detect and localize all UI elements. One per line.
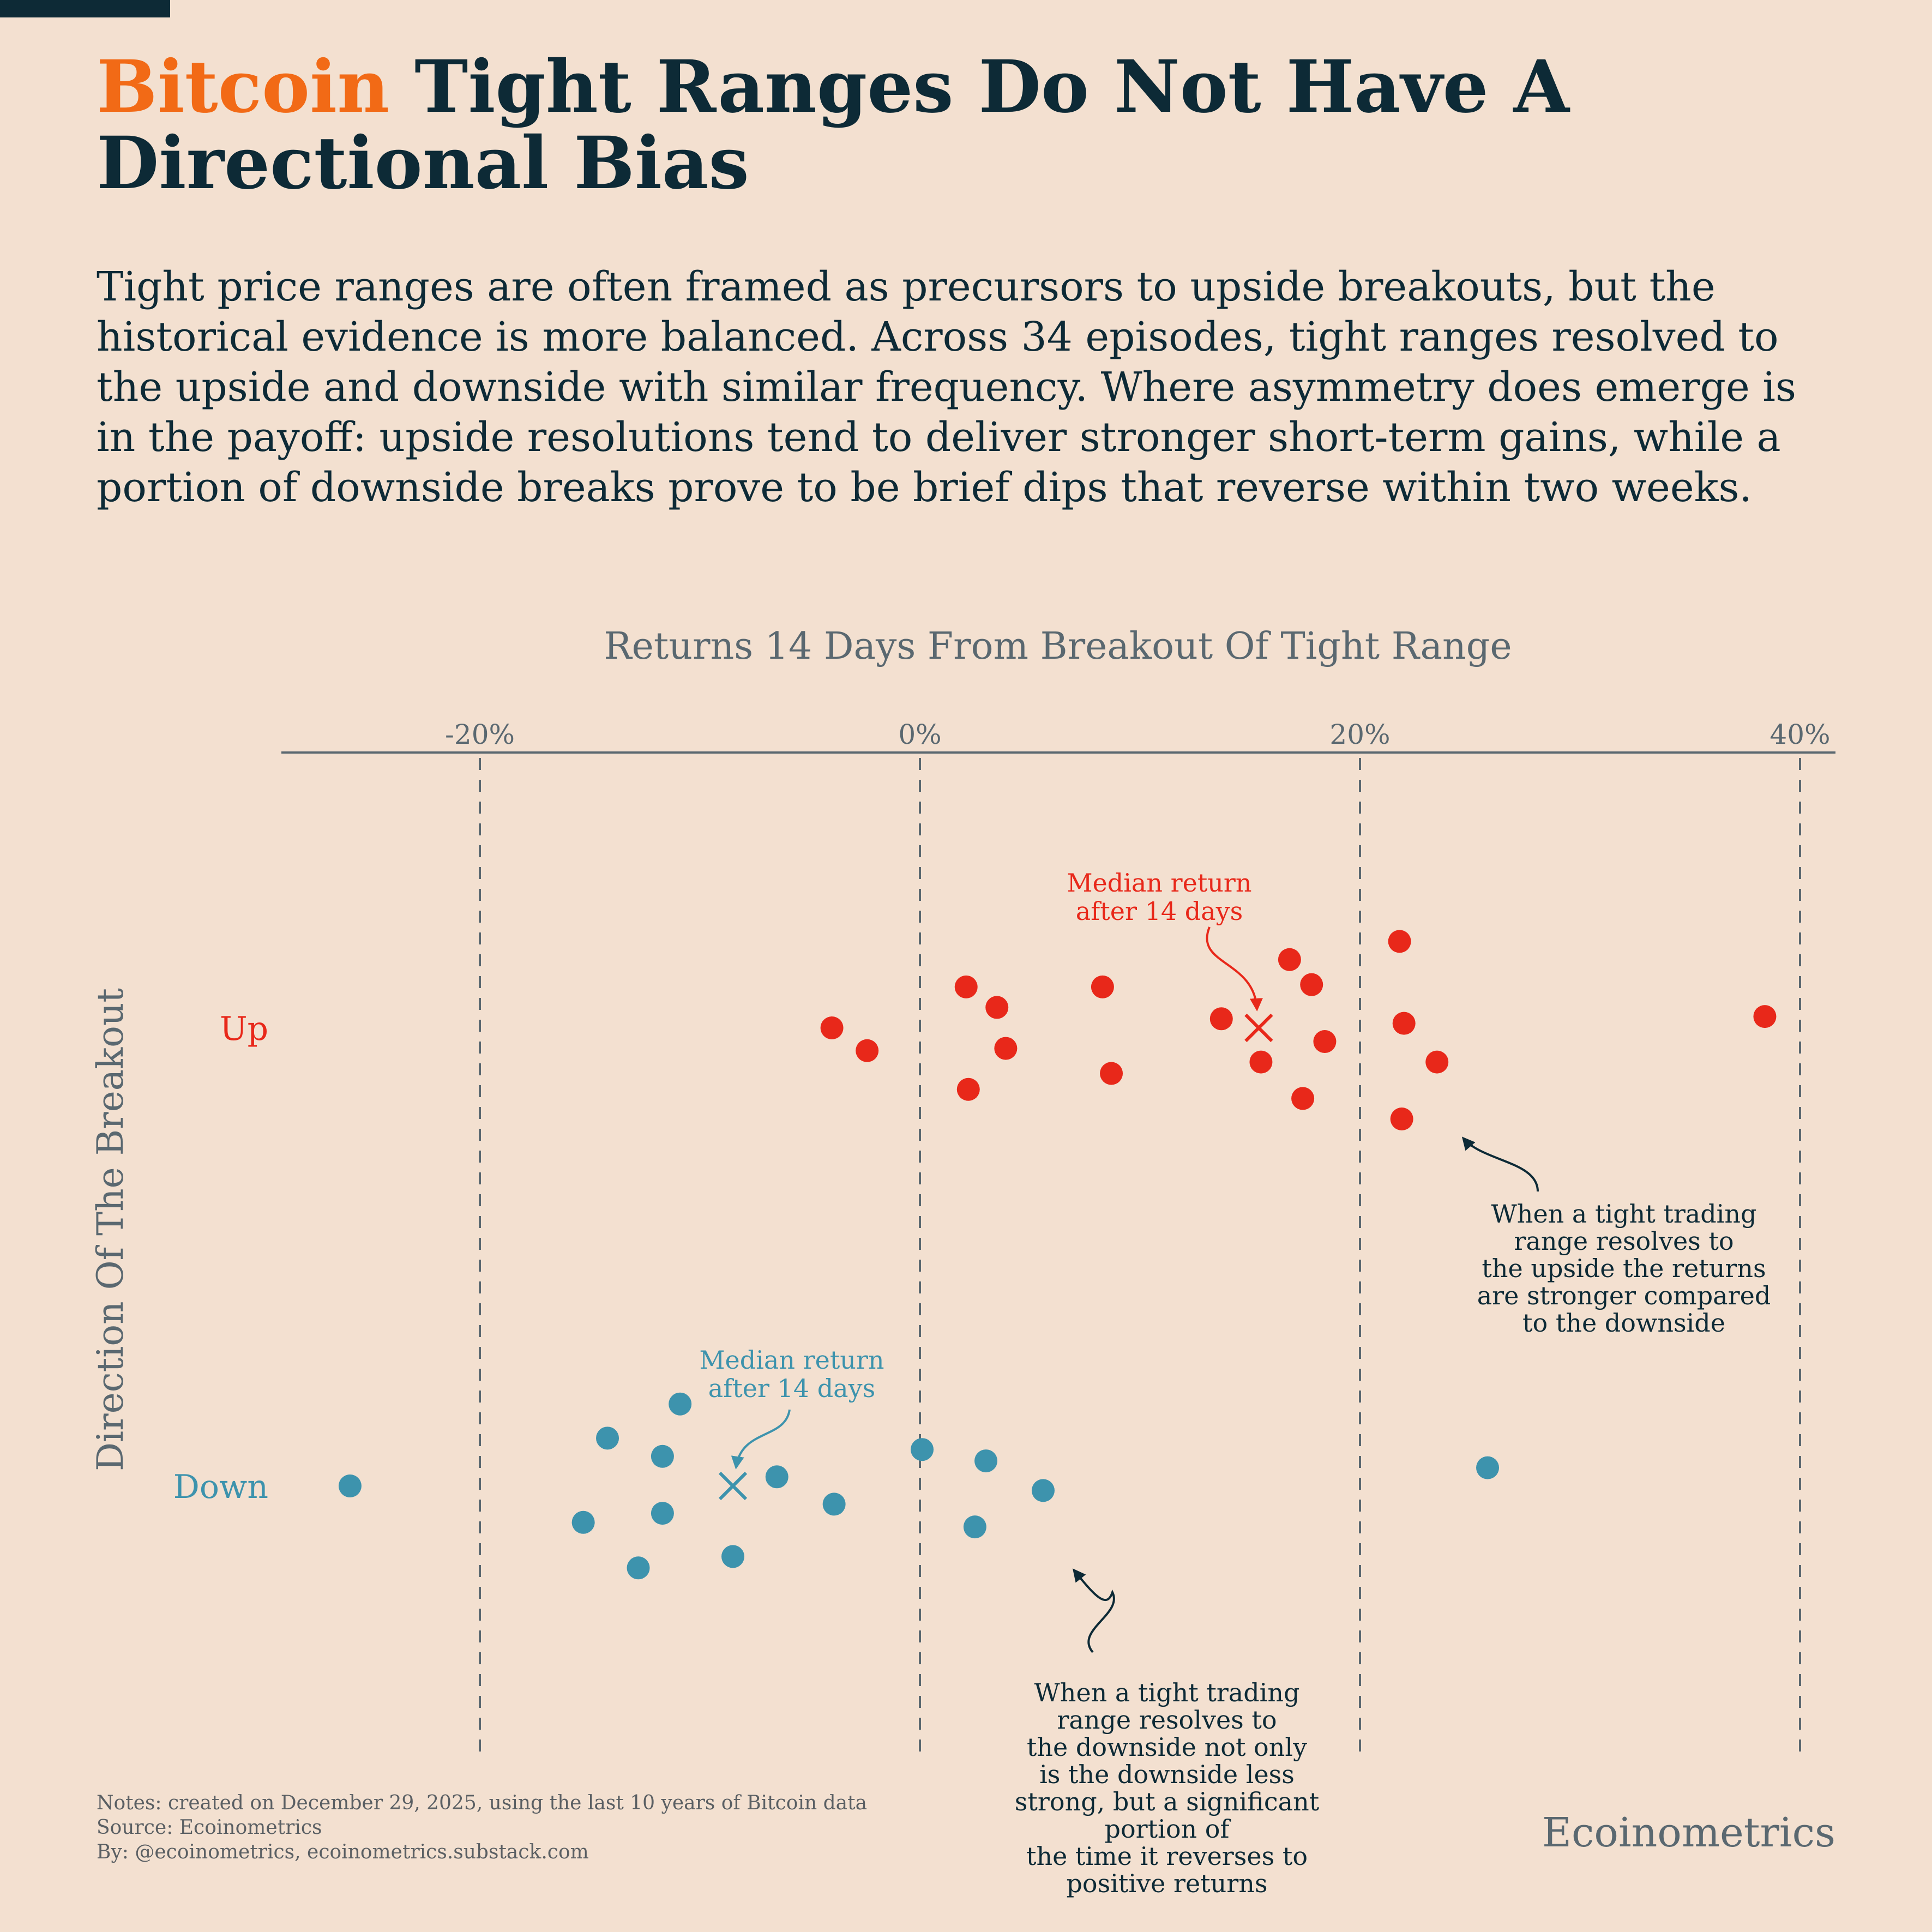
median-arrow-up xyxy=(1206,926,1263,1012)
median-cross-stroke xyxy=(718,1471,748,1501)
scatter-point xyxy=(956,1078,980,1101)
footer-note-line: Notes: created on December 29, 2025, usi… xyxy=(97,1792,868,1814)
scatter-point xyxy=(1390,1108,1413,1130)
scatter-point xyxy=(954,975,978,998)
scatter-point xyxy=(1753,1005,1777,1028)
scatter-point xyxy=(1278,948,1301,971)
x-tick-label: -20% xyxy=(445,719,515,750)
scatter-point xyxy=(1209,1007,1233,1031)
scatter-point xyxy=(1031,1479,1055,1502)
scatter-point xyxy=(571,1510,595,1534)
median-cross-stroke xyxy=(1244,1013,1273,1043)
scatter-point xyxy=(1313,1030,1337,1054)
scatter-point xyxy=(963,1515,986,1539)
annotation-upside-arrow xyxy=(1461,1136,1539,1192)
title-accent: Bitcoin xyxy=(97,45,390,129)
scatter-point xyxy=(985,996,1009,1019)
median-annotation-up: Median return after 14 days xyxy=(1067,868,1251,926)
scatter-point xyxy=(765,1465,789,1489)
title-rest: Tight Ranges Do Not Have A Directional B… xyxy=(97,45,1569,206)
scatter-point xyxy=(856,1039,879,1062)
scatter-point xyxy=(822,1492,846,1516)
annotation-downside: When a tight trading range resolves to the… xyxy=(1015,1678,1320,1898)
scatter-point xyxy=(1476,1456,1500,1479)
scatter-point xyxy=(1291,1087,1315,1110)
scatter-point xyxy=(1249,1050,1273,1074)
footer-by-line: By: @ecoinometrics, ecoinometrics.substa… xyxy=(97,1841,589,1863)
x-tick-label: 20% xyxy=(1329,719,1390,750)
median-annotation-down: Median return after 14 days xyxy=(699,1345,884,1403)
scatter-point xyxy=(1392,1012,1416,1035)
median-marker xyxy=(718,1471,748,1501)
chart-title: Returns 14 Days From Breakout Of Tight R… xyxy=(604,625,1512,668)
footer-notes: Notes: created on December 29, 2025, usi… xyxy=(97,1791,867,1864)
scatter-point xyxy=(911,1438,934,1461)
scatter-point xyxy=(1425,1050,1449,1074)
annotation-downside-arrow xyxy=(1073,1568,1115,1653)
brand-logo-text: Ecoinometrics xyxy=(1542,1809,1835,1856)
y-axis-label: Direction Of The Breakout xyxy=(89,988,131,1471)
scatter-point xyxy=(721,1545,745,1568)
scatter-point xyxy=(1300,973,1323,996)
page-subtitle: Tight price ranges are often framed as p… xyxy=(97,263,1796,511)
scatter-point xyxy=(974,1449,998,1473)
scatter-point xyxy=(1100,1062,1123,1085)
y-category-label: Up xyxy=(220,1010,268,1048)
scatter-point xyxy=(651,1445,674,1468)
scatter-point xyxy=(820,1016,844,1039)
x-tick-label: 0% xyxy=(898,719,941,750)
median-marker xyxy=(1244,1013,1273,1043)
scatter-point xyxy=(1388,930,1411,953)
scatter-point xyxy=(994,1037,1018,1060)
scatter-point xyxy=(627,1556,650,1580)
footer-source-line: Source: Ecoinometrics xyxy=(97,1816,322,1839)
x-tick-label: 40% xyxy=(1770,719,1830,750)
scatter-point xyxy=(1091,975,1114,998)
scatter-point xyxy=(669,1392,692,1416)
page-title: Bitcoin Tight Ranges Do Not Have A Direc… xyxy=(97,49,1732,202)
scatter-point xyxy=(651,1502,674,1525)
y-category-label: Down xyxy=(173,1468,268,1506)
scatter-point xyxy=(338,1474,362,1497)
annotation-upside: When a tight trading range resolves to the… xyxy=(1477,1199,1771,1338)
median-arrow-down xyxy=(731,1409,791,1470)
corner-accent-bar xyxy=(0,0,170,17)
scatter-point xyxy=(596,1427,619,1450)
